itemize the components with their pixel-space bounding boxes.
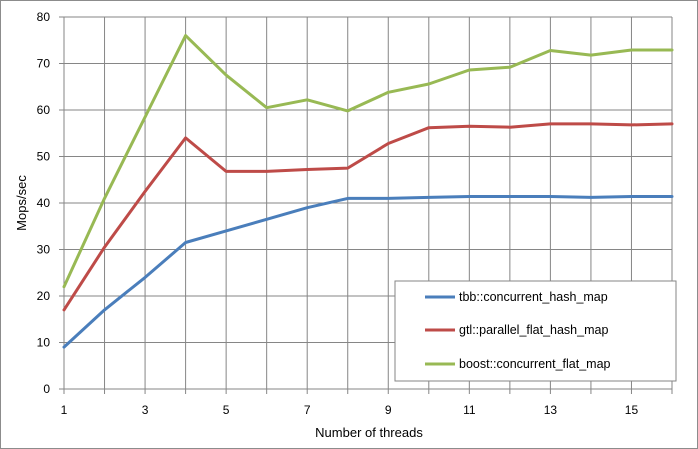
x-tick-label: 13	[544, 403, 558, 417]
series-line-2	[62, 122, 674, 312]
x-tick-label: 15	[625, 403, 639, 417]
y-tick-label: 30	[37, 243, 51, 257]
legend-label-2: gtl::parallel_flat_hash_map	[459, 323, 608, 337]
y-tick-label: 20	[37, 289, 51, 303]
series-line-1	[62, 195, 674, 349]
legend-label-3: boost::concurrent_flat_map	[459, 357, 611, 371]
x-tick-label: 5	[223, 403, 230, 417]
x-tick-label: 11	[463, 403, 476, 417]
y-tick-label: 80	[37, 10, 51, 24]
x-tick-label: 9	[385, 403, 392, 417]
series-line-3	[62, 34, 674, 289]
y-tick-label: 60	[37, 103, 51, 117]
y-axis-title: Mops/sec	[14, 175, 29, 231]
x-tick-label: 7	[304, 403, 311, 417]
legend-label-1: tbb::concurrent_hash_map	[459, 290, 608, 304]
y-tick-label: 0	[43, 382, 50, 396]
y-tick-label: 10	[37, 336, 51, 350]
x-tick-label: 3	[142, 403, 149, 417]
x-axis-title: Number of threads	[315, 425, 423, 440]
y-tick-label: 40	[37, 196, 51, 210]
y-tick-label: 50	[37, 150, 51, 164]
x-tick-label: 1	[61, 403, 68, 417]
y-tick-label: 70	[37, 57, 51, 71]
